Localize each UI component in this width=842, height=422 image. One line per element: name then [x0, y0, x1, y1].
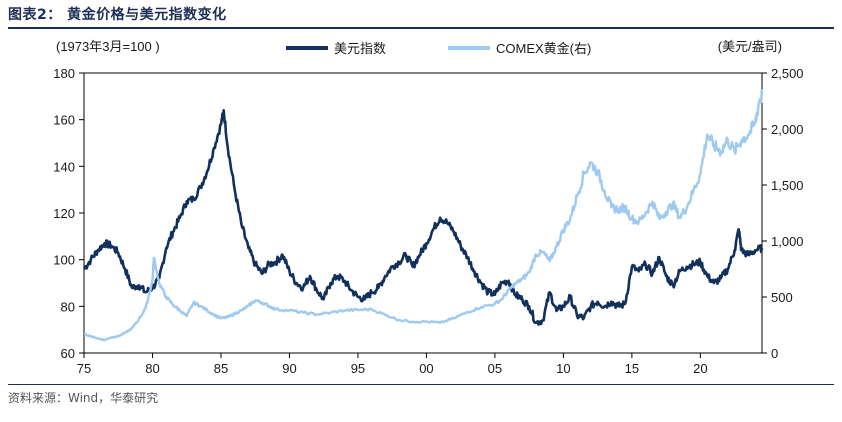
legend: 美元指数 COMEX黄金(右): [286, 41, 591, 56]
left-y-tick-label: 180: [53, 66, 75, 81]
left-y-tick-label: 140: [53, 159, 75, 174]
legend-label-2: COMEX黄金(右): [496, 41, 591, 56]
right-y-tick-label: 2,500: [771, 66, 804, 81]
x-tick-label: 80: [145, 361, 159, 376]
left-y-tick-label: 80: [61, 299, 75, 314]
x-tick-label: 90: [282, 361, 296, 376]
x-tick-label: 75: [77, 361, 91, 376]
right-y-tick-label: 500: [771, 290, 793, 305]
figure-title: 图表2： 黄金价格与美元指数变化: [8, 7, 227, 23]
right-axis-label: (美元/盎司): [718, 39, 782, 54]
right-y-tick-label: 2,000: [771, 122, 804, 137]
x-tick-label: 85: [214, 361, 228, 376]
series-line-1: [82, 109, 764, 326]
right-y-tick-label: 0: [771, 346, 778, 361]
right-y-tick-label: 1,500: [771, 178, 804, 193]
x-tick-label: 10: [556, 361, 570, 376]
source-note: 资料来源：Wind，华泰研究: [8, 391, 159, 405]
left-y-tick-label: 120: [53, 206, 75, 221]
left-axis-label: (1973年3月=100 ): [56, 39, 160, 54]
x-tick-label: 95: [351, 361, 365, 376]
left-y-tick-label: 160: [53, 113, 75, 128]
plot-frame: [83, 72, 763, 354]
line-chart: 75 80 85 90 95 00 05 10 15 20 60 80 100 120 140 160 180 0…: [53, 39, 803, 376]
legend-label-1: 美元指数: [334, 41, 386, 56]
axis-layer: 75 80 85 90 95 00 05 10 15 20 60 80 100 120 140 160 180 0…: [53, 39, 803, 376]
left-y-tick-label: 100: [53, 253, 75, 268]
series-layer: [82, 89, 764, 342]
plot-area-border: [83, 72, 763, 354]
x-tick-label: 05: [488, 361, 502, 376]
left-y-tick-label: 60: [61, 346, 75, 361]
x-tick-label: 00: [419, 361, 433, 376]
bottom-rule: [8, 384, 834, 385]
top-rule: [8, 27, 834, 29]
right-y-tick-label: 1,000: [771, 234, 804, 249]
x-tick-label: 15: [625, 361, 639, 376]
series-line-2: [83, 89, 764, 342]
x-tick-label: 20: [693, 361, 707, 376]
